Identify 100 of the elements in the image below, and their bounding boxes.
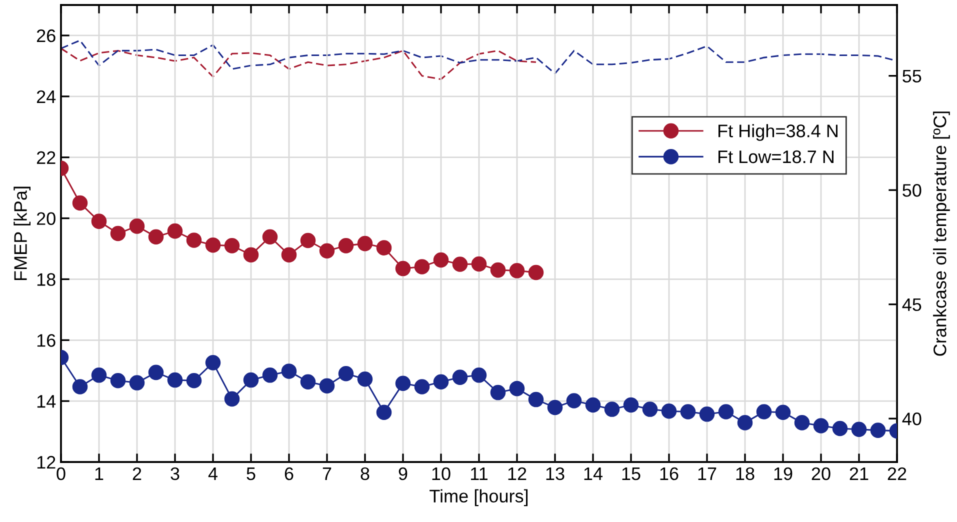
point (205, 237, 221, 253)
point (186, 232, 202, 248)
point (376, 240, 392, 256)
point (91, 368, 107, 383)
point (338, 366, 354, 382)
point (433, 374, 449, 390)
point (300, 374, 316, 390)
point (148, 229, 164, 244)
point (832, 420, 848, 436)
point (623, 397, 639, 413)
point (243, 372, 259, 388)
x-tick-label: 9 (398, 467, 408, 480)
x-tick-label: 2 (132, 467, 142, 480)
x-tick-label: 13 (546, 467, 564, 480)
point (851, 422, 867, 438)
x-tick-label: 18 (736, 467, 754, 480)
point (300, 232, 316, 248)
x-tick-label: 6 (284, 467, 294, 480)
x-tick-label: 17 (698, 468, 716, 480)
point (775, 404, 791, 420)
point (395, 260, 411, 276)
point (642, 402, 658, 417)
x-tick-label: 14 (584, 468, 603, 480)
y-tick-label: 18 (37, 273, 56, 286)
y-tick-label: 16 (37, 334, 56, 347)
y-axis-title: FMEP [kPa] (14, 186, 30, 280)
point (224, 391, 240, 407)
x-axis-title: Time [hours] (430, 489, 528, 506)
point (319, 378, 335, 394)
point (870, 422, 886, 438)
x-tick-label: 0 (56, 467, 66, 480)
point (148, 364, 164, 380)
point (756, 404, 772, 420)
point (433, 252, 449, 268)
x-tick-label: 21 (850, 467, 868, 480)
point (813, 418, 829, 434)
point (357, 236, 373, 252)
point (129, 218, 145, 234)
x-tick-label: 10 (432, 467, 450, 480)
point (547, 400, 563, 416)
point (167, 223, 183, 239)
point (262, 368, 278, 383)
y2-tick-label: 40 (902, 412, 922, 426)
y2-tick-label: 55 (902, 70, 922, 83)
point (604, 402, 620, 417)
x-tick-label: 19 (774, 467, 792, 480)
point (471, 368, 487, 383)
x-tick-label: 3 (170, 467, 180, 480)
x-tick-label: 4 (208, 468, 218, 480)
point (414, 259, 430, 274)
legend-label: Ft Low=18.7 N (718, 150, 834, 164)
x-tick-label: 16 (660, 467, 678, 480)
x-tick-label: 8 (360, 467, 370, 480)
y-tick-label: 12 (37, 456, 56, 469)
point (452, 370, 468, 385)
point (338, 238, 354, 254)
x-tick-label: 22 (888, 467, 906, 480)
point (528, 392, 544, 408)
point (566, 393, 582, 408)
y-tick-label: 22 (36, 151, 56, 164)
x-tick-label: 1 (95, 468, 104, 480)
point (376, 404, 392, 420)
x-tick-label: 12 (508, 467, 526, 480)
x-tick-label: 11 (471, 468, 488, 480)
point (110, 226, 126, 242)
point (585, 397, 601, 413)
point (110, 373, 126, 388)
point (281, 364, 297, 379)
y-tick-label: 20 (36, 212, 56, 225)
line-series (61, 48, 537, 80)
point (357, 371, 373, 387)
y-tick-label: 14 (37, 395, 56, 408)
point (661, 403, 677, 419)
point (509, 263, 525, 278)
point (395, 376, 411, 392)
x-tick-label: 7 (322, 468, 332, 480)
point (471, 256, 487, 272)
point (490, 384, 506, 400)
point (91, 214, 107, 229)
point (205, 355, 221, 370)
point (186, 373, 202, 388)
point (680, 404, 696, 420)
y-tick-label: 24 (36, 90, 56, 103)
point (509, 380, 525, 396)
legend-label: Ft High=38.4 N (718, 124, 838, 141)
point (718, 404, 734, 420)
y2-axis-title: Crankcase oil temperature [ºC] (933, 112, 950, 356)
point (262, 229, 278, 244)
point (319, 243, 335, 259)
point (794, 415, 810, 430)
y2-tick-label: 45 (902, 298, 922, 312)
point (528, 264, 544, 280)
x-tick-label: 5 (246, 468, 256, 480)
y-tick-label: 26 (36, 29, 56, 42)
x-tick-label: 20 (812, 467, 830, 480)
point (129, 375, 145, 390)
point (490, 262, 506, 278)
point (243, 247, 259, 262)
point (281, 247, 297, 262)
point (167, 372, 183, 388)
